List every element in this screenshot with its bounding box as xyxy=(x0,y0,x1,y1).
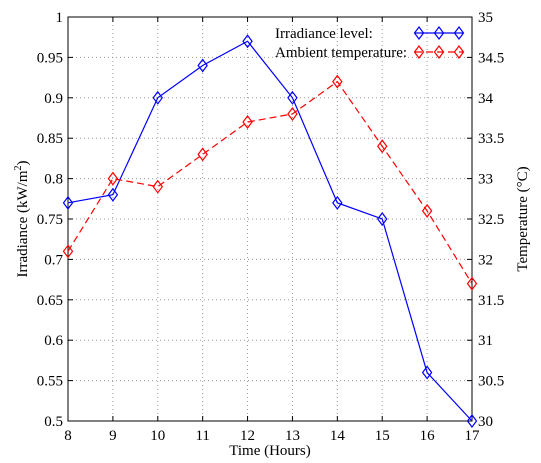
series-line xyxy=(67,40,473,422)
left-y-tick-label: 0.65 xyxy=(37,293,63,309)
x-tick-label: 9 xyxy=(109,428,117,444)
legend-marker xyxy=(453,26,465,40)
series-line xyxy=(67,80,473,284)
right-y-axis-label: Temperature (°C) xyxy=(515,166,531,271)
data-point-marker xyxy=(107,171,119,186)
data-point-marker xyxy=(62,195,74,210)
left-y-tick-label: 0.95 xyxy=(37,50,63,66)
x-tick-label: 15 xyxy=(375,428,390,444)
left-y-tick-label: 0.5 xyxy=(44,414,63,430)
legend-sample-temperature xyxy=(413,45,465,59)
data-point-marker xyxy=(466,276,478,291)
right-y-tick-label: 31 xyxy=(478,333,493,349)
left-y-axis-label-end: ) xyxy=(15,160,31,165)
left-y-tick-label: 1 xyxy=(56,10,64,26)
left-y-tick-label: 0.85 xyxy=(37,131,63,147)
x-tick-label: 12 xyxy=(240,428,255,444)
right-y-tick-label: 31.5 xyxy=(478,293,504,309)
data-point-marker xyxy=(152,90,164,105)
left-y-axis-label-sup: 2 xyxy=(13,165,24,170)
legend-sample-irradiance xyxy=(413,26,465,40)
data-point-marker xyxy=(332,195,343,210)
left-y-tick-label: 0.8 xyxy=(44,172,63,188)
data-point-marker xyxy=(107,187,119,202)
data-point-marker xyxy=(152,179,164,194)
x-tick-label: 13 xyxy=(285,428,300,444)
left-y-tick-label: 0.6 xyxy=(44,333,63,349)
legend-marker xyxy=(433,45,445,59)
data-point-marker xyxy=(197,147,208,162)
legend-marker xyxy=(453,45,465,59)
right-y-tick-label: 33 xyxy=(478,172,493,188)
data-point-marker xyxy=(332,74,343,89)
legend-marker xyxy=(433,26,445,40)
data-point-marker xyxy=(242,115,253,130)
data-point-marker xyxy=(376,139,388,154)
data-point-marker xyxy=(421,203,433,218)
right-y-tick-label: 30 xyxy=(478,414,493,430)
right-y-tick-label: 32 xyxy=(478,252,493,268)
data-point-marker xyxy=(466,414,478,428)
x-axis-label: Time (Hours) xyxy=(229,443,311,459)
data-point-marker xyxy=(62,244,74,259)
series-temperature xyxy=(62,74,478,291)
left-y-tick-label: 0.55 xyxy=(37,374,63,390)
left-y-tick-label: 0.9 xyxy=(44,91,63,107)
data-point-marker xyxy=(242,34,253,49)
data-point-marker xyxy=(376,212,388,226)
data-point-marker xyxy=(287,90,298,105)
left-y-axis-label-main: Irradiance (kW/m xyxy=(15,170,31,277)
x-tick-label: 10 xyxy=(150,428,165,444)
legend-label-temperature: Ambient temperature: xyxy=(275,45,407,61)
data-point-marker xyxy=(197,58,208,73)
legend-marker xyxy=(413,26,425,40)
series-irradiance xyxy=(62,34,478,428)
data-point-marker xyxy=(287,106,298,121)
legend-marker xyxy=(413,45,425,59)
series-layer xyxy=(62,34,478,428)
right-y-tick-label: 34.5 xyxy=(478,50,504,66)
x-tick-label: 14 xyxy=(330,428,346,444)
legend: Irradiance level: Ambient temperature: xyxy=(275,26,465,61)
right-y-tick-label: 32.5 xyxy=(478,212,504,228)
grid-lines xyxy=(68,17,472,421)
legend-label-irradiance: Irradiance level: xyxy=(275,26,373,42)
right-y-tick-label: 30.5 xyxy=(478,374,504,390)
left-y-tick-label: 0.7 xyxy=(44,252,63,268)
x-tick-label: 8 xyxy=(64,428,72,444)
left-y-tick-label: 0.75 xyxy=(37,212,63,228)
data-point-marker xyxy=(421,365,433,380)
left-y-axis-label: Irradiance (kW/m2) xyxy=(13,160,31,277)
right-y-tick-label: 34 xyxy=(478,91,494,107)
right-y-tick-label: 33.5 xyxy=(478,131,504,147)
right-y-tick-label: 35 xyxy=(478,10,493,26)
x-tick-label: 16 xyxy=(420,428,436,444)
x-tick-label: 17 xyxy=(465,428,481,444)
x-tick-label: 11 xyxy=(195,428,209,444)
